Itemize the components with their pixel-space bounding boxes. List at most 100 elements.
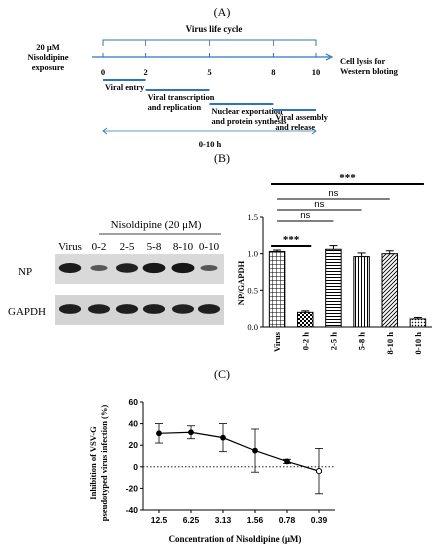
line-chart-series <box>155 423 323 495</box>
line-chart-ylabel-line1: Inhibition of VSV-G <box>88 426 98 500</box>
np-band <box>58 263 82 273</box>
significance-label: *** <box>339 172 356 184</box>
bar-x-tick-label: 2-5 h <box>328 332 338 350</box>
line-x-tick-label: 12.5 <box>151 515 168 525</box>
line-x-tick-label: 0.78 <box>279 515 296 525</box>
gapdh-blot-membrane <box>55 295 224 325</box>
exposure-label-line3: exposure <box>32 62 65 72</box>
bar-chart-ylabel: NP/GAPDH <box>236 260 246 305</box>
np-band <box>142 262 166 274</box>
gapdh-band <box>115 304 139 314</box>
bar <box>409 318 427 328</box>
lane-label: 0-2 <box>92 241 107 253</box>
range-arrow-right-icon <box>311 127 317 135</box>
bar-y-tick-label: 1.0 <box>247 249 258 259</box>
stage-label: Viral assembly <box>275 113 328 122</box>
gapdh-band <box>88 304 110 314</box>
range-arrow-left-icon <box>102 127 108 135</box>
panel-b-label: (B) <box>214 151 230 165</box>
np-band <box>200 264 218 272</box>
bar-x-tick-label: 0-10 h <box>413 332 423 355</box>
timeline-tick-label: 0 <box>101 67 105 77</box>
line-y-tick-label: 40 <box>129 419 139 429</box>
significance-label: ns <box>328 188 338 199</box>
bar-y-tick-label: 1.5 <box>247 212 258 222</box>
western-blot: Nisoldipine (20 μM) Virus 0-2 2-5 5-8 8-10 0-… <box>8 219 224 325</box>
timeline-tick-label: 5 <box>207 67 211 77</box>
line-x-tick-label: 1.56 <box>247 515 264 525</box>
line-x-tick-label: 0.39 <box>311 515 328 525</box>
significance-label: ns <box>314 199 324 210</box>
exposure-label-line2: Nisoldipine <box>27 52 68 62</box>
series-line <box>158 431 320 472</box>
timeline-ticks: 0 2 5 8 10 <box>101 53 320 77</box>
line-y-tick-label: -20 <box>126 483 139 493</box>
panel-b: (B) Nisoldipine (20 μM) Virus 0-2 2-5 5-8 8-… <box>8 151 432 354</box>
timeline-tick-label: 10 <box>312 67 321 77</box>
treatment-label: Nisoldipine (20 μM) <box>111 219 202 231</box>
bar <box>268 250 286 328</box>
gapdh-band <box>197 304 221 314</box>
bar-chart-axes: 0.0 0.5 1.0 1.5 <box>247 212 432 332</box>
lane-label: 2-5 <box>120 241 135 253</box>
np-blot-membrane <box>55 254 224 284</box>
line-y-tick-label: 60 <box>129 397 139 407</box>
stage-label: Nuclear exportation <box>212 107 283 116</box>
bar <box>381 253 398 328</box>
bar <box>353 256 370 328</box>
range-label: 0-10 h <box>199 139 222 149</box>
line-x-tick-label: 6.25 <box>183 515 200 525</box>
stage-label: Viral transcription <box>148 93 215 102</box>
bar <box>325 248 342 328</box>
np-row-label: NP <box>18 266 32 278</box>
lysis-label-line2: Western bloting <box>340 66 399 76</box>
data-point <box>220 434 226 441</box>
stage-label: and protein synthesis <box>212 117 288 126</box>
lane-label: 0-10 <box>199 241 220 253</box>
bar-x-tick-label: 0-2 h <box>300 332 310 350</box>
data-point <box>188 429 194 436</box>
stage-label: Viral entry <box>105 83 145 92</box>
data-point <box>315 468 323 475</box>
data-point <box>284 458 290 465</box>
lane-label: 8-10 <box>173 241 194 253</box>
timeline-tick-label: 2 <box>143 67 147 77</box>
bar-x-tick-label: 8-10 h <box>385 332 395 355</box>
stage-label: and release <box>275 123 315 132</box>
bar-x-tick-label: 5-8 h <box>357 332 367 350</box>
lysis-label-line1: Cell lysis for <box>340 56 386 66</box>
lane-label: Virus <box>58 241 82 253</box>
panel-a: (A) Virus life cycle 20 μM Nisoldipine e… <box>27 5 398 149</box>
bar-chart-xlabels: Virus 0-2 h 2-5 h 5-8 h 8-10 h 0-10 h <box>272 331 423 354</box>
line-y-tick-label: 20 <box>129 440 139 450</box>
lane-label: 5-8 <box>147 241 162 253</box>
blot-bands <box>58 262 221 314</box>
gapdh-band <box>172 304 194 314</box>
line-chart-xlabel: Concentration of Nisoldipine (μM) <box>169 534 302 544</box>
timeline-tick-label: 8 <box>271 67 275 77</box>
data-point <box>252 447 258 454</box>
line-y-tick-label: 0 <box>133 462 138 472</box>
np-band <box>171 262 195 274</box>
timeline-arrow-icon <box>325 53 334 61</box>
bar-x-tick-label: Virus <box>272 331 282 352</box>
significance-label: *** <box>283 234 300 246</box>
bar-y-tick-label: 0.5 <box>247 285 258 295</box>
life-cycle-label: Virus life cycle <box>186 24 243 34</box>
life-cycle-ticks <box>145 40 274 46</box>
gapdh-band <box>142 304 166 314</box>
significance-label: ns <box>300 210 310 221</box>
gapdh-row-label: GAPDH <box>8 306 46 318</box>
line-y-tick-label: -40 <box>126 505 139 515</box>
stage-label: and replication <box>148 103 202 112</box>
lane-labels: Virus 0-2 2-5 5-8 8-10 0-10 <box>58 241 219 253</box>
data-point <box>156 430 162 437</box>
exposure-label-line1: 20 μM <box>36 42 59 52</box>
bar-chart-bars <box>268 245 427 328</box>
line-x-tick-label: 3.13 <box>215 515 232 525</box>
